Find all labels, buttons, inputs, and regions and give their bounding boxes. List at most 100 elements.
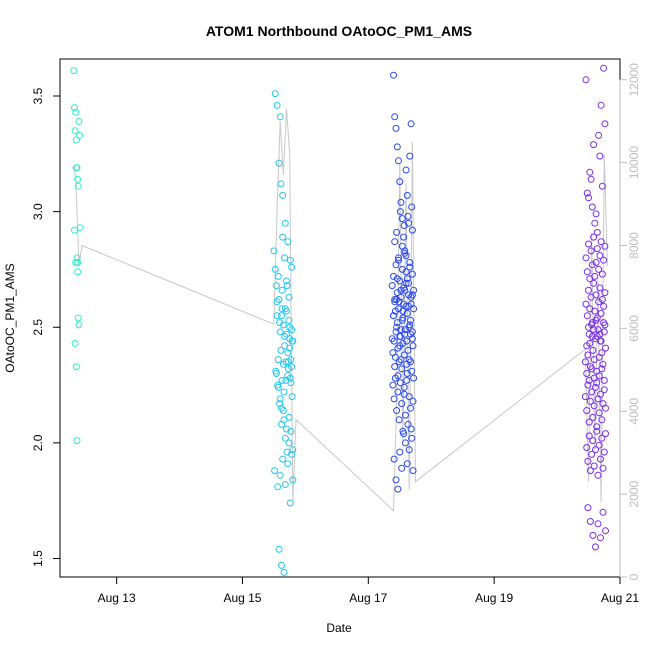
data-point xyxy=(395,256,402,264)
data-point xyxy=(406,263,414,271)
data-point xyxy=(593,427,601,435)
data-point xyxy=(276,328,284,336)
data-point xyxy=(594,520,602,528)
data-point xyxy=(589,346,597,354)
data-point xyxy=(600,448,608,456)
data-point xyxy=(74,175,82,183)
data-point xyxy=(399,314,407,322)
data-point xyxy=(592,210,600,218)
data-point xyxy=(600,386,608,394)
data-point xyxy=(284,349,292,357)
data-point xyxy=(390,395,398,403)
data-point xyxy=(393,296,401,303)
y2-tick-label: 8000 xyxy=(627,232,641,259)
data-point xyxy=(284,238,292,246)
data-point xyxy=(393,319,401,327)
points-layer xyxy=(70,64,609,576)
y2-tick-label: 6000 xyxy=(627,315,641,342)
data-point xyxy=(401,286,409,294)
data-point xyxy=(589,531,597,539)
data-point xyxy=(601,321,609,329)
data-point xyxy=(601,289,609,297)
data-point xyxy=(275,545,283,553)
data-point xyxy=(590,141,598,149)
data-point xyxy=(398,400,406,408)
data-point xyxy=(390,71,397,79)
data-point xyxy=(399,339,407,347)
data-point xyxy=(600,302,608,310)
data-point xyxy=(602,527,609,535)
data-point xyxy=(403,370,411,377)
plot-frame xyxy=(59,58,621,578)
data-point xyxy=(592,291,600,299)
data-point xyxy=(278,286,286,294)
data-point xyxy=(391,238,399,246)
data-point xyxy=(283,330,290,338)
data-point xyxy=(597,390,604,398)
data-point xyxy=(277,180,285,188)
data-point xyxy=(408,335,416,343)
data-point xyxy=(71,104,78,112)
data-point xyxy=(407,120,415,128)
data-point xyxy=(589,413,597,421)
data-point xyxy=(401,439,409,447)
data-point xyxy=(388,282,396,290)
x-tick-label: Aug 19 xyxy=(475,591,513,605)
y-tick-label: 1.5 xyxy=(31,550,45,567)
data-point xyxy=(272,370,280,377)
data-point xyxy=(390,455,398,463)
data-point xyxy=(597,455,604,463)
data-point xyxy=(281,219,289,227)
data-point xyxy=(71,339,79,347)
data-point xyxy=(401,326,409,334)
data-point xyxy=(601,120,609,128)
data-point xyxy=(583,312,591,320)
data-point xyxy=(283,282,291,290)
data-point xyxy=(276,471,284,479)
chart-title: ATOM1 Northbound OAtoOC_PM1_AMS xyxy=(206,23,472,39)
data-point xyxy=(271,90,279,98)
data-point xyxy=(586,339,594,347)
data-point xyxy=(284,372,292,380)
data-point xyxy=(594,471,602,479)
data-point xyxy=(288,337,296,345)
data-point xyxy=(71,226,78,234)
data-point xyxy=(598,434,606,442)
data-point xyxy=(274,483,282,491)
data-point xyxy=(408,328,416,336)
data-point xyxy=(599,464,607,472)
data-point xyxy=(279,455,287,463)
data-point xyxy=(396,448,404,456)
data-point xyxy=(405,446,413,454)
data-point xyxy=(396,379,404,387)
data-point xyxy=(74,268,82,276)
y2-tick-label: 4000 xyxy=(627,398,641,425)
data-point xyxy=(75,321,83,329)
data-point xyxy=(599,360,607,368)
data-point xyxy=(600,376,608,384)
data-point xyxy=(393,407,401,414)
data-point xyxy=(590,402,598,410)
data-point xyxy=(393,289,401,297)
data-point xyxy=(409,397,417,405)
data-point xyxy=(585,432,593,440)
data-point xyxy=(588,333,596,340)
data-point xyxy=(395,254,402,262)
data-point xyxy=(279,407,287,414)
data-point xyxy=(388,335,396,343)
data-point xyxy=(389,381,397,389)
data-point xyxy=(398,215,406,223)
data-point xyxy=(273,101,281,109)
data-point xyxy=(391,298,399,306)
data-point xyxy=(595,372,603,380)
data-point xyxy=(589,437,597,445)
y-tick-label: 3.5 xyxy=(31,87,45,104)
data-point xyxy=(598,365,606,373)
data-point xyxy=(594,326,602,334)
data-point xyxy=(285,316,293,324)
data-point xyxy=(593,423,601,431)
data-point xyxy=(403,191,411,199)
data-point xyxy=(391,113,399,121)
data-point xyxy=(289,476,297,484)
